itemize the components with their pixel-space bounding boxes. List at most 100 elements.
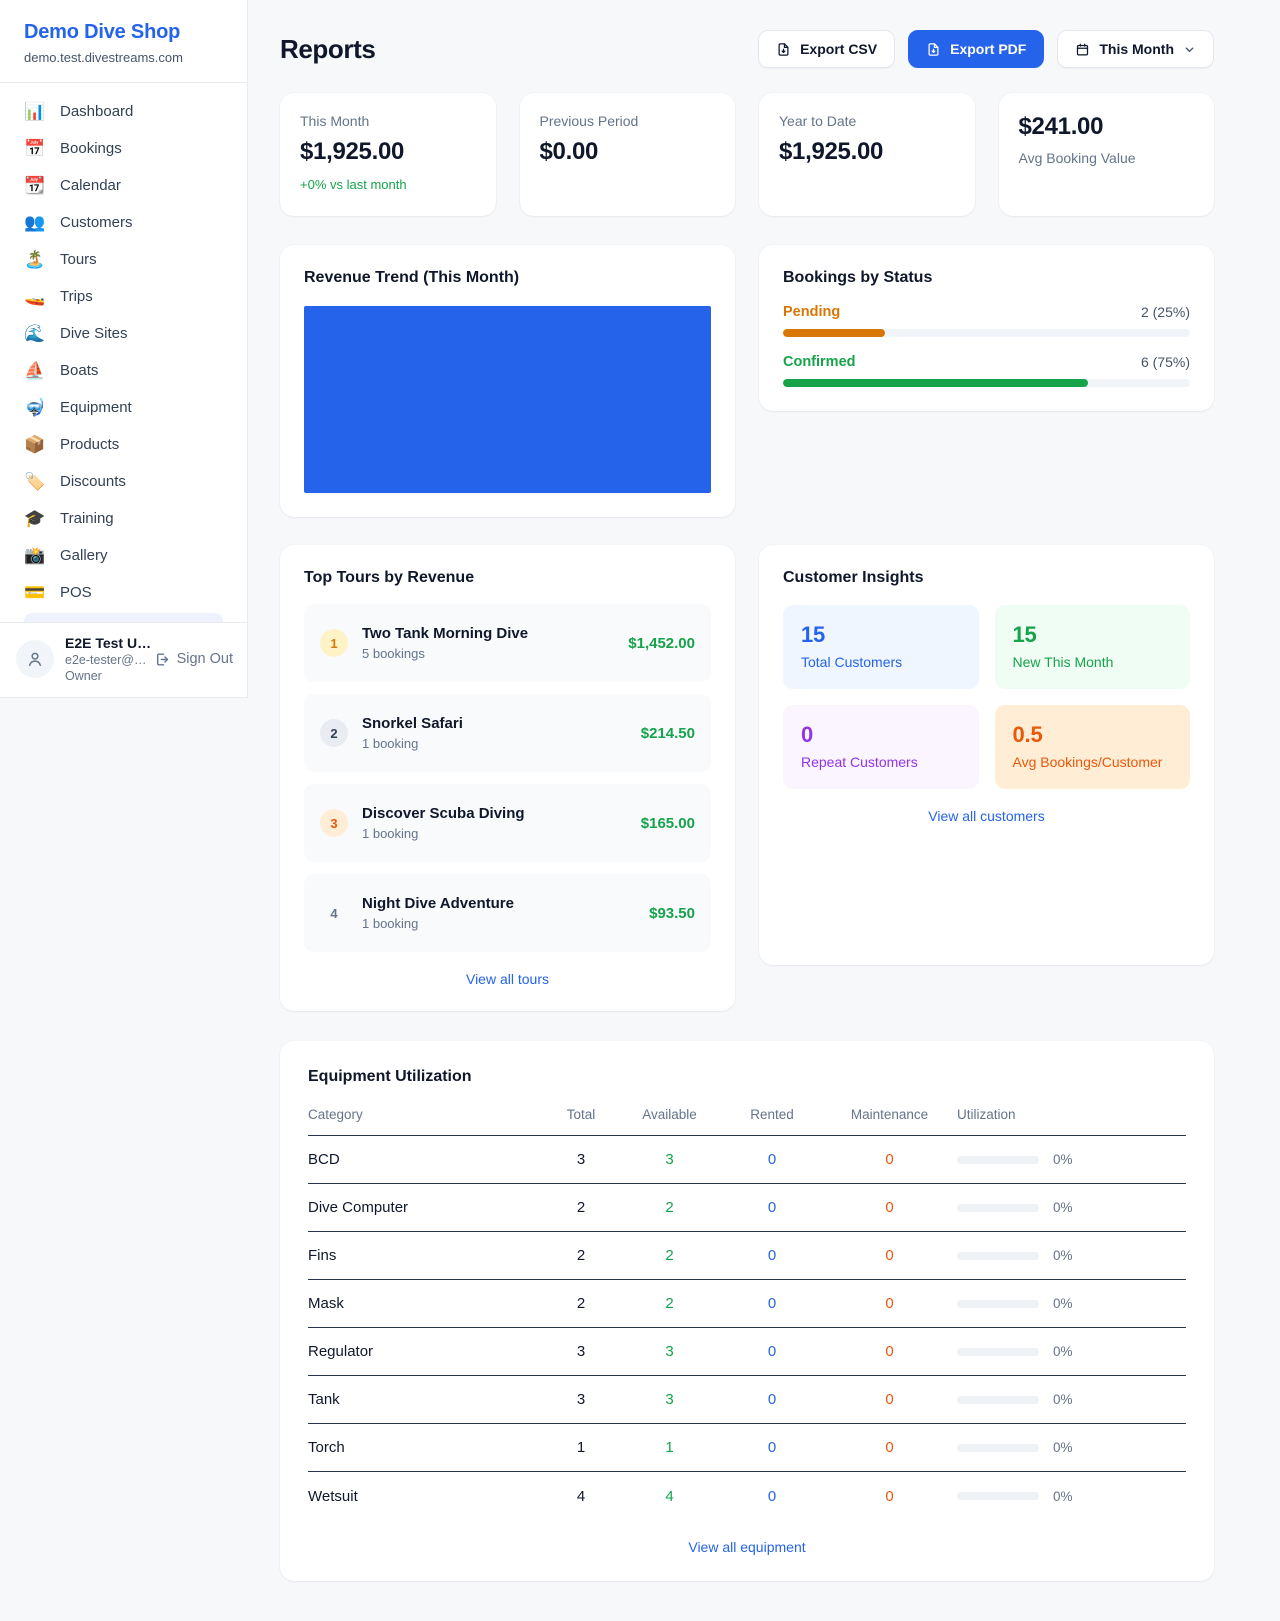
sidebar-active-item-partial[interactable]: [24, 613, 223, 622]
utilization-cell: 0%: [957, 1489, 1186, 1504]
sidebar-item-label: Dive Sites: [60, 325, 128, 342]
bookings-by-status-card: Bookings by Status Pending 2 (25%) Confi…: [759, 245, 1214, 411]
total-cell: 4: [576, 1487, 586, 1505]
status-row-confirmed: Confirmed 6 (75%): [783, 354, 1190, 387]
maintenance-cell: 0: [885, 1151, 894, 1168]
stat-card-avg-booking-value: $241.00 Avg Booking Value: [998, 93, 1214, 216]
sidebar-item-label: Bookings: [60, 140, 122, 157]
header-actions: Export CSV Export PDF This Month: [758, 30, 1214, 68]
utilization-track: [957, 1443, 1039, 1452]
table-row: Torch 1 1 0 0 0%: [308, 1424, 1186, 1472]
view-all-equipment-link[interactable]: View all equipment: [688, 1539, 806, 1555]
utilization-track: [957, 1203, 1039, 1212]
category-cell: Torch: [308, 1439, 345, 1456]
sailboat-icon: ⛵: [24, 361, 46, 380]
sidebar-item-gallery[interactable]: 📸 Gallery: [12, 537, 235, 574]
insight-tiles: 15 Total Customers 15 New This Month 0 R…: [783, 605, 1190, 789]
utilization-cell: 0%: [957, 1152, 1186, 1167]
maintenance-cell: 0: [885, 1247, 894, 1264]
utilization-label: 0%: [1053, 1296, 1073, 1311]
list-item: 1 Two Tank Morning Dive 5 bookings $1,45…: [304, 604, 711, 682]
sidebar-item-label: Equipment: [60, 399, 132, 416]
rented-cell: 0: [767, 1247, 777, 1264]
available-cell: 1: [665, 1439, 674, 1456]
sidebar-divider: [0, 82, 247, 83]
brand: Demo Dive Shop demo.test.divestreams.com: [0, 0, 247, 82]
calendar-icon: [1077, 43, 1089, 55]
person-icon: [28, 652, 42, 667]
sign-out-button[interactable]: Sign Out: [154, 651, 233, 668]
list-item: 4 Night Dive Adventure 1 booking $93.50: [304, 874, 711, 952]
rank-badge: 2: [320, 719, 348, 747]
tour-amount: $165.00: [640, 814, 695, 832]
sidebar-item-boats[interactable]: ⛵ Boats: [12, 352, 235, 389]
tile-repeat-customers: 0 Repeat Customers: [783, 705, 979, 789]
stat-value: $0.00: [539, 138, 599, 165]
column-header: Category: [308, 1107, 363, 1122]
utilization-cell: 0%: [957, 1248, 1186, 1263]
status-label: Confirmed: [783, 354, 856, 370]
sidebar-item-customers[interactable]: 👥 Customers: [12, 204, 235, 241]
total-cell: 3: [576, 1391, 586, 1408]
tag-icon: 🏷️: [24, 472, 46, 491]
export-pdf-button[interactable]: Export PDF: [908, 30, 1045, 68]
sidebar-item-label: Products: [60, 436, 120, 453]
revenue-trend-chart: [304, 306, 711, 493]
sidebar-item-tours[interactable]: 🏝️ Tours: [12, 241, 235, 278]
status-value: 2 (25%): [1140, 304, 1190, 320]
utilization-label: 0%: [1053, 1392, 1073, 1407]
tour-amount: $1,452.00: [628, 634, 695, 652]
total-cell: 3: [576, 1343, 586, 1360]
column-header: Rented: [750, 1107, 794, 1122]
export-csv-button[interactable]: Export CSV: [758, 30, 896, 68]
sidebar-item-trips[interactable]: 🚤 Trips: [12, 278, 235, 315]
available-cell: 3: [665, 1391, 674, 1408]
stat-label: Year to Date: [779, 113, 857, 129]
utilization-cell: 0%: [957, 1344, 1186, 1359]
utilization-track: [957, 1492, 1039, 1500]
credit-card-icon: 💳: [24, 583, 46, 602]
period-select[interactable]: This Month: [1057, 30, 1214, 68]
sidebar-item-discounts[interactable]: 🏷️ Discounts: [12, 463, 235, 500]
status-row-pending: Pending 2 (25%): [783, 304, 1190, 337]
sidebar-item-dive-sites[interactable]: 🌊 Dive Sites: [12, 315, 235, 352]
equipment-utilization-card: Equipment Utilization Category Total Ava…: [280, 1041, 1214, 1581]
table-row: Fins 2 2 0 0 0%: [308, 1232, 1186, 1280]
tile-value: 15: [1012, 622, 1037, 647]
tile-value: 0.5: [1012, 722, 1043, 747]
table-header: Category Total Available Rented Maintena…: [308, 1107, 1186, 1136]
equipment-table: Category Total Available Rented Maintena…: [308, 1107, 1186, 1520]
view-all-tours-link[interactable]: View all tours: [465, 971, 549, 987]
speedboat-icon: 🚤: [24, 287, 46, 306]
utilization-track: [957, 1299, 1039, 1308]
column-header: Utilization: [957, 1107, 1016, 1122]
export-csv-label: Export CSV: [800, 41, 878, 57]
sidebar-item-products[interactable]: 📦 Products: [12, 426, 235, 463]
view-all-customers-link[interactable]: View all customers: [928, 808, 1045, 824]
table-row: Mask 2 2 0 0 0%: [308, 1280, 1186, 1328]
category-cell: Regulator: [308, 1343, 374, 1360]
tile-label: Total Customers: [801, 654, 903, 670]
stat-value: $241.00: [1018, 113, 1104, 140]
stat-label: Previous Period: [539, 113, 639, 129]
tour-bookings: 1 booking: [362, 736, 419, 751]
sidebar-item-training[interactable]: 🎓 Training: [12, 500, 235, 537]
sidebar-item-pos[interactable]: 💳 POS: [12, 574, 235, 611]
table-row: Wetsuit 4 4 0 0 0%: [308, 1472, 1186, 1520]
sidebar-item-calendar[interactable]: 📆 Calendar: [12, 167, 235, 204]
available-cell: 2: [665, 1247, 674, 1264]
sidebar-item-bookings[interactable]: 📅 Bookings: [12, 130, 235, 167]
list-item: 2 Snorkel Safari 1 booking $214.50: [304, 694, 711, 772]
stat-label: Avg Booking Value: [1018, 150, 1136, 166]
stat-card-this-month: This Month $1,925.00 +0% vs last month: [280, 93, 496, 216]
main-content: Reports Export CSV Export PDF This Month: [248, 0, 1280, 1621]
sign-out-label: Sign Out: [176, 651, 233, 667]
total-cell: 2: [576, 1295, 586, 1312]
diving-mask-icon: 🤿: [24, 398, 46, 417]
sidebar-item-equipment[interactable]: 🤿 Equipment: [12, 389, 235, 426]
table-body: BCD 3 3 0 0 0% Dive Computer 2 2 0 0 0% …: [308, 1136, 1186, 1520]
maintenance-cell: 0: [885, 1487, 894, 1505]
sidebar-item-dashboard[interactable]: 📊 Dashboard: [12, 93, 235, 130]
chevron-down-icon: [1185, 46, 1194, 52]
stat-card-previous-period: Previous Period $0.00: [519, 93, 735, 216]
